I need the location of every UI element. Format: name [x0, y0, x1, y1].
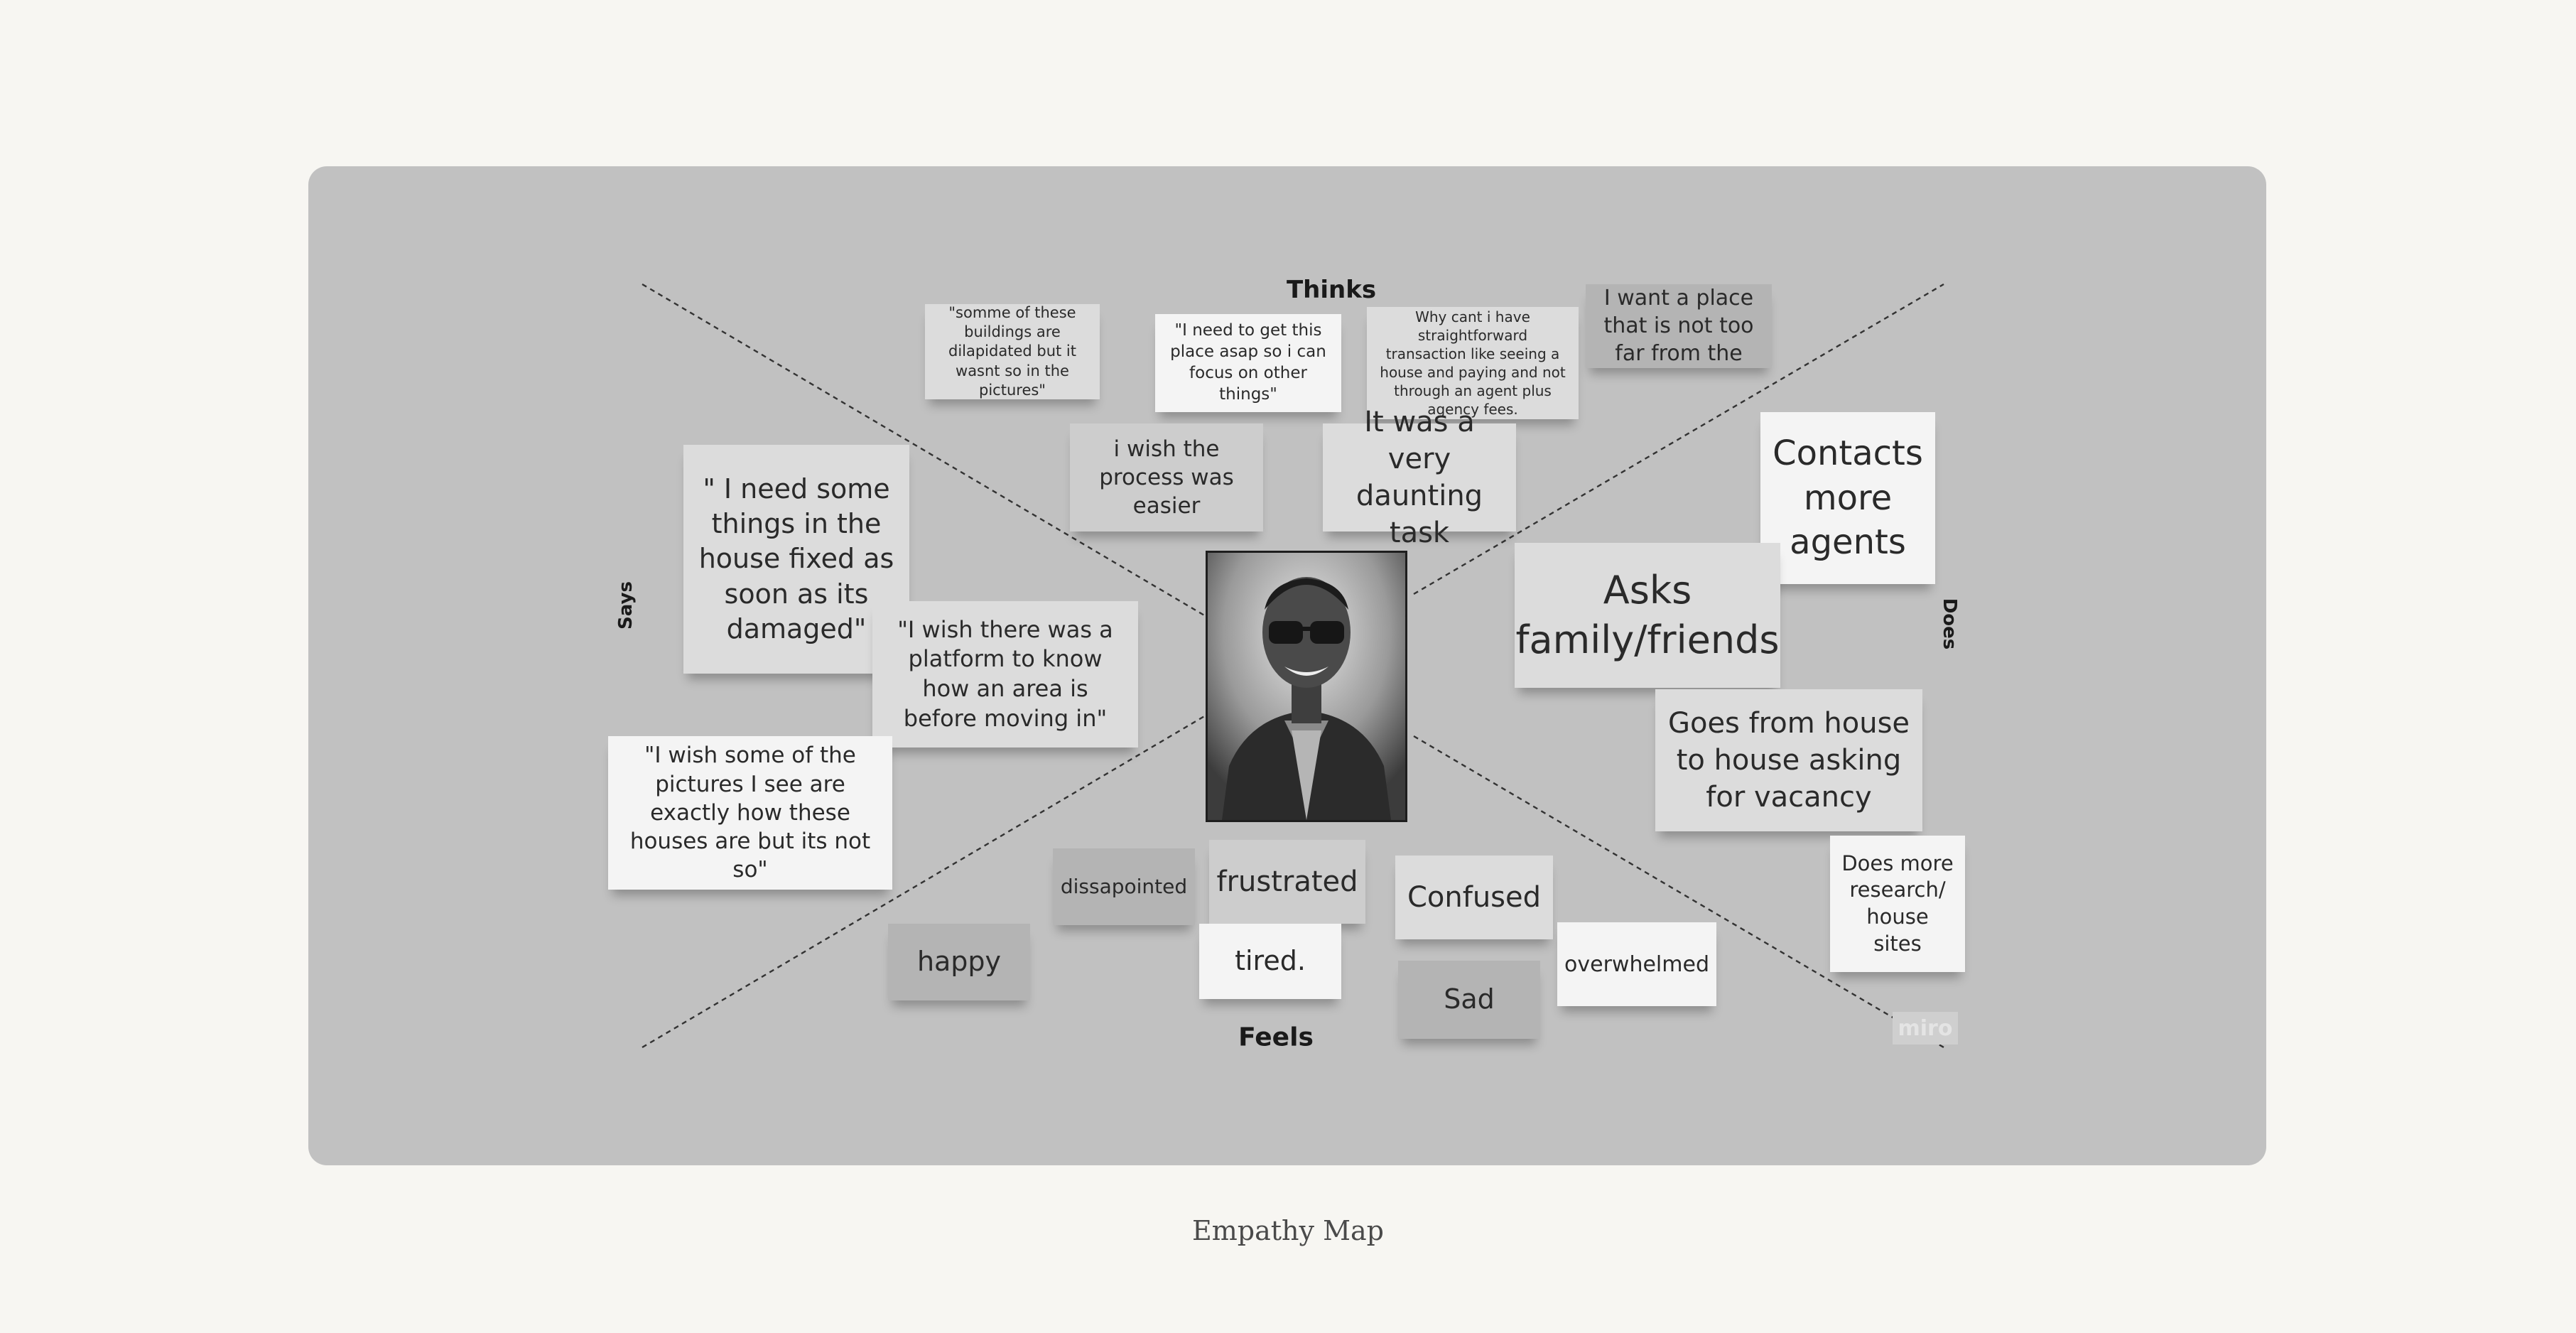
sticky-note[interactable]: "I wish some of the pictures I see are e…	[608, 736, 892, 890]
sticky-note[interactable]: Confused	[1395, 856, 1553, 939]
quadrant-label-thinks: Thinks	[1286, 276, 1377, 304]
sticky-note[interactable]: "I need to get this place asap so i can …	[1155, 314, 1341, 412]
sticky-note[interactable]: overwhelmed	[1557, 922, 1716, 1006]
sticky-note[interactable]: Does more research/ house sites	[1830, 836, 1965, 972]
image-caption: Empathy Map	[1192, 1215, 1384, 1246]
sticky-note[interactable]: happy	[888, 924, 1030, 1000]
diagonal-divider-lines	[642, 283, 1944, 1049]
sticky-note[interactable]: Asks family/friends	[1515, 543, 1780, 688]
empathy-map-board: Thinks Says Does Feels "somme of these b…	[308, 166, 2266, 1165]
sticky-note[interactable]: " I need some things in the house fixed …	[683, 445, 909, 674]
sticky-note[interactable]: It was a very daunting task	[1323, 406, 1516, 549]
quadrant-label-says: Says	[615, 581, 637, 630]
sticky-note[interactable]: "I wish there was a platform to know how…	[872, 601, 1138, 748]
sticky-note[interactable]: tired.	[1199, 924, 1341, 999]
quadrant-label-feels: Feels	[1238, 1022, 1314, 1052]
sticky-note[interactable]: dissapointed	[1053, 848, 1195, 925]
sticky-note[interactable]: "somme of these buildings are dilapidate…	[925, 304, 1100, 399]
sticky-note[interactable]: Contacts more agents	[1760, 412, 1935, 584]
sticky-note[interactable]: frustrated	[1209, 840, 1365, 924]
miro-watermark: miro	[1893, 1012, 1958, 1045]
sticky-note[interactable]: Goes from house to house asking for vaca…	[1655, 689, 1922, 831]
sticky-note[interactable]: Sad	[1398, 961, 1540, 1039]
sticky-note[interactable]: Why cant i have straightforward transact…	[1367, 307, 1579, 419]
sticky-note[interactable]: i wish the process was easier	[1070, 423, 1263, 531]
sticky-note[interactable]: I want a place that is not too far from …	[1586, 284, 1772, 368]
persona-photo	[1206, 551, 1407, 822]
quadrant-label-does: Does	[1939, 598, 1960, 650]
